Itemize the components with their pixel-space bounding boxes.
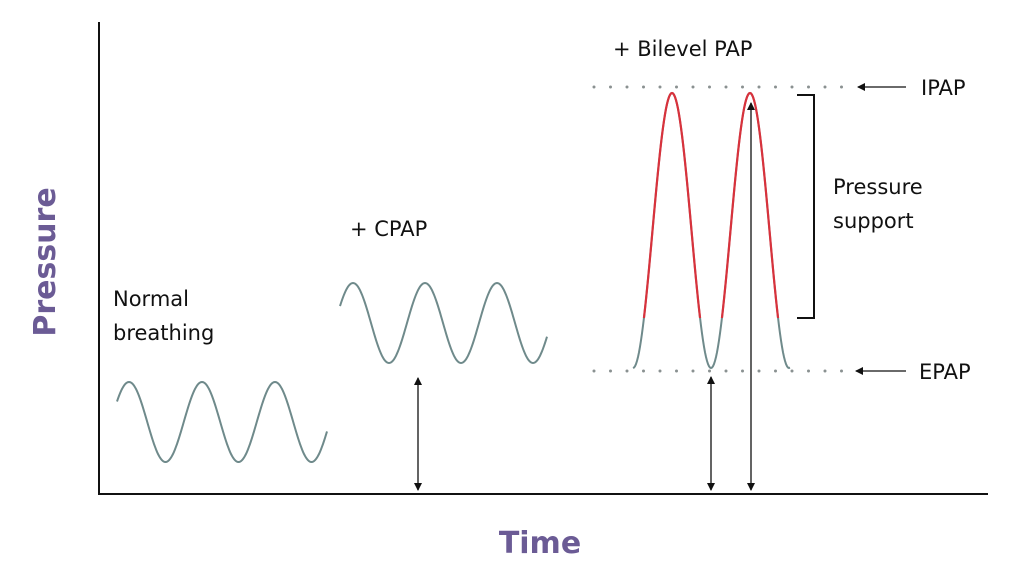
pressure-support-label-line2: support [833,209,914,233]
bilevel-wave-base [632,91,791,370]
pressure-support-wave [642,91,780,318]
cpap-wave [339,281,548,365]
y-axis-title: Pressure [28,187,63,336]
bilevel-pap-label: + Bilevel PAP [613,37,752,61]
x-axis-title: Time [499,526,581,561]
ipap-label: IPAP [921,76,966,100]
epap-label: EPAP [919,360,971,384]
normal-breathing-wave [116,380,328,463]
cpap-label: + CPAP [350,217,427,241]
normal-breathing-label-line2: breathing [113,321,214,345]
normal-breathing-label-line1: Normal [113,287,189,311]
pressure-support-bracket [797,94,815,319]
pressure-support-label-line1: Pressure [833,175,923,199]
